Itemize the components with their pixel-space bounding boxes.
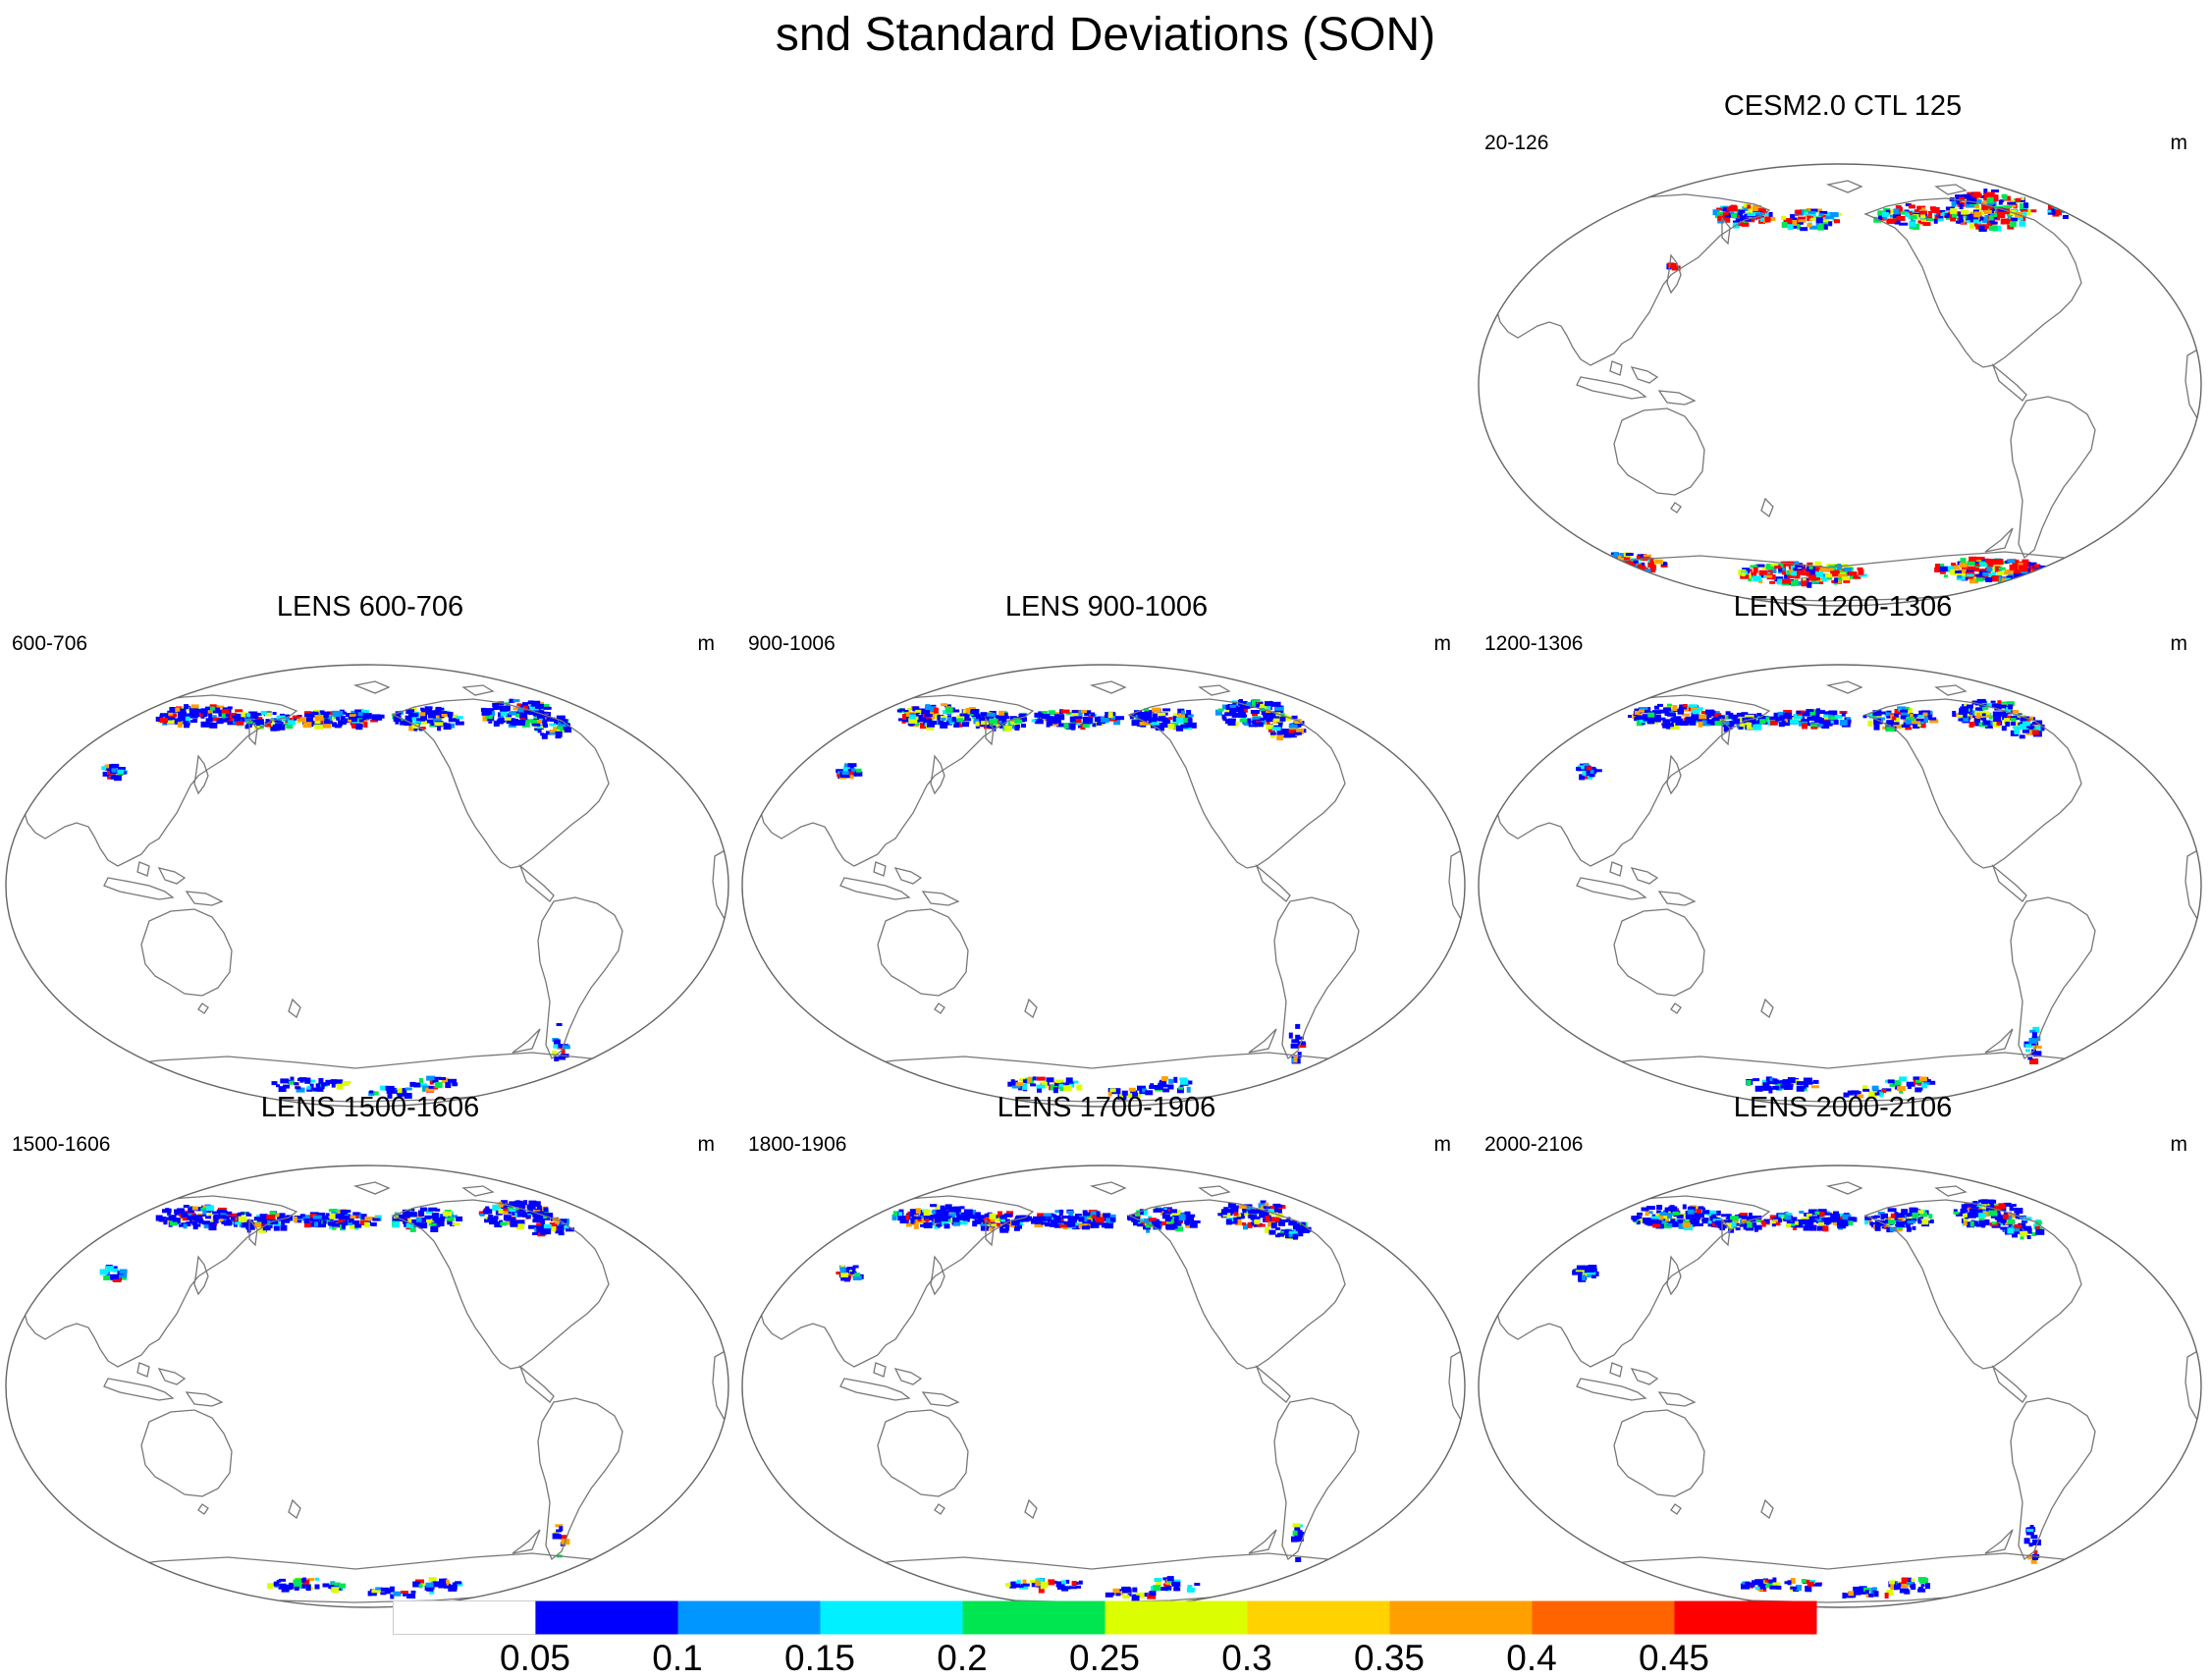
panel-title: LENS 2000-2106 bbox=[1733, 1092, 1953, 1123]
panel-years-label: 900-1006 bbox=[748, 632, 836, 655]
map-panel-lens-2000: LENS 2000-2106 2000-2106 m bbox=[1475, 1092, 2211, 1612]
panel-years-label: 1500-1606 bbox=[12, 1133, 111, 1156]
map-boundary bbox=[5, 1165, 729, 1608]
coastlines bbox=[1495, 180, 2201, 602]
colorbar-box bbox=[677, 1600, 821, 1635]
snow-depth-pixels bbox=[816, 1178, 1312, 1601]
snow-depth-pixels bbox=[75, 677, 572, 1099]
panel-years-label: 600-706 bbox=[12, 632, 88, 655]
panel-title: LENS 1200-1306 bbox=[1733, 591, 1953, 623]
map-boundary bbox=[5, 664, 729, 1108]
page-title: snd Standard Deviations (SON) bbox=[775, 9, 1436, 61]
panel-years-label: 1800-1906 bbox=[748, 1133, 847, 1156]
panel-title: LENS 1500-1606 bbox=[260, 1092, 480, 1123]
colorbar-box bbox=[393, 1600, 536, 1635]
colorbar-box bbox=[1105, 1600, 1248, 1635]
map-boundary bbox=[741, 1165, 1466, 1608]
panel-years-label: 1200-1306 bbox=[1484, 632, 1584, 655]
colorbar bbox=[393, 1600, 1817, 1635]
coastlines bbox=[23, 1181, 728, 1603]
colorbar-tick-label: 0.25 bbox=[1068, 1638, 1141, 1678]
colorbar-box bbox=[1247, 1600, 1390, 1635]
map-boundary bbox=[1478, 664, 2202, 1108]
panel-years-label: 2000-2106 bbox=[1484, 1133, 1584, 1156]
colorbar-tick-label: 0.2 bbox=[937, 1638, 988, 1678]
panel-units-label: m bbox=[697, 1133, 716, 1156]
snow-depth-pixels bbox=[1548, 677, 2045, 1099]
colorbar-tick-label: 0.3 bbox=[1221, 1638, 1272, 1678]
map-panel-ctl: CESM2.0 CTL 125 20-126 m bbox=[1475, 90, 2211, 611]
snow-depth-pixels bbox=[809, 677, 1307, 1101]
colorbar-box bbox=[1532, 1600, 1675, 1635]
map-boundary bbox=[1478, 163, 2202, 607]
snow-depth-pixels bbox=[73, 1177, 574, 1599]
world-map bbox=[5, 1165, 729, 1608]
snow-depth-pixels bbox=[1546, 1177, 2045, 1599]
world-map bbox=[741, 664, 1466, 1108]
colorbar-tick-label: 0.05 bbox=[499, 1638, 571, 1678]
panel-title: LENS 600-706 bbox=[276, 591, 464, 623]
map-panel-lens-900: LENS 900-1006 900-1006 m bbox=[738, 591, 1475, 1111]
panel-title: LENS 900-1006 bbox=[1004, 591, 1209, 623]
colorbar-tick-label: 0.45 bbox=[1638, 1638, 1710, 1678]
world-map bbox=[5, 664, 729, 1108]
map-panel-lens-1500: LENS 1500-1606 1500-1606 m bbox=[2, 1092, 738, 1612]
colorbar-box bbox=[535, 1600, 678, 1635]
colorbar-box bbox=[1674, 1600, 1817, 1635]
map-boundary bbox=[1478, 1165, 2202, 1608]
panel-units-label: m bbox=[2170, 632, 2188, 655]
colorbar-tick-label: 0.1 bbox=[652, 1638, 703, 1678]
world-map bbox=[741, 1165, 1466, 1608]
coastlines bbox=[1495, 1181, 2201, 1603]
map-boundary bbox=[741, 664, 1466, 1108]
world-map bbox=[1478, 1165, 2202, 1608]
colorbar-box bbox=[820, 1600, 963, 1635]
panel-units-label: m bbox=[2170, 132, 2188, 154]
panel-units-label: m bbox=[1433, 632, 1452, 655]
coastlines bbox=[23, 680, 728, 1103]
coastlines bbox=[1495, 680, 2201, 1103]
colorbar-tick-label: 0.4 bbox=[1506, 1638, 1557, 1678]
colorbar-box bbox=[1389, 1600, 1533, 1635]
map-panel-lens-1700: LENS 1700-1906 1800-1906 m bbox=[738, 1092, 1475, 1612]
panel-units-label: m bbox=[697, 632, 716, 655]
panel-years-label: 20-126 bbox=[1484, 132, 1549, 154]
world-map bbox=[1478, 163, 2202, 607]
map-panel-lens-600: LENS 600-706 600-706 m bbox=[2, 591, 738, 1111]
world-map bbox=[1478, 664, 2202, 1108]
map-panel-lens-1200: LENS 1200-1306 1200-1306 m bbox=[1475, 591, 2211, 1111]
panel-units-label: m bbox=[2170, 1133, 2188, 1156]
panel-title: CESM2.0 CTL 125 bbox=[1723, 90, 1963, 122]
colorbar-box bbox=[962, 1600, 1106, 1635]
colorbar-tick-label: 0.15 bbox=[783, 1638, 856, 1678]
coastlines bbox=[759, 1181, 1465, 1603]
panel-units-label: m bbox=[1433, 1133, 1452, 1156]
coastlines bbox=[759, 680, 1465, 1103]
panel-title: LENS 1700-1906 bbox=[997, 1092, 1216, 1123]
colorbar-tick-label: 0.35 bbox=[1353, 1638, 1426, 1678]
